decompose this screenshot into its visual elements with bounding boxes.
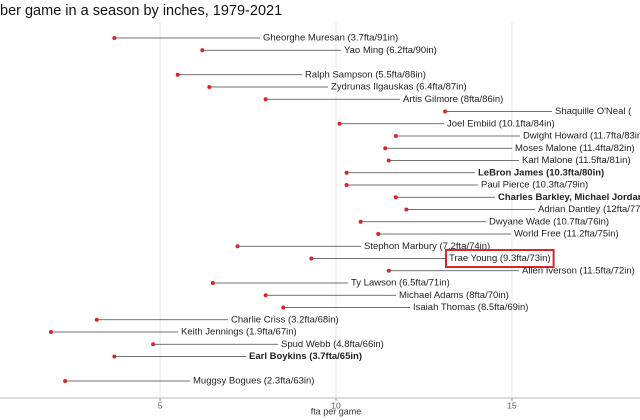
point bbox=[151, 342, 156, 347]
point-label: Keith Jennings (1.9fta/67in) bbox=[181, 327, 297, 338]
point-label: Stephon Marbury (7.2fta/74in) bbox=[364, 241, 490, 252]
point-label: Shaquille O'Neal ( bbox=[555, 106, 632, 117]
point-label: Zydrunas Ilgauskas (6.4fta/87in) bbox=[331, 82, 467, 93]
point bbox=[386, 158, 391, 163]
chart-title: ber game in a season by inches, 1979-202… bbox=[0, 3, 282, 19]
point-label: Allen Iverson (11.5fta/72in) bbox=[522, 265, 635, 276]
point-label: Gheorghe Muresan (3.7fta/91in) bbox=[263, 33, 398, 44]
point-label: Dwyane Wade (10.7fta/76in) bbox=[489, 216, 609, 227]
plot-area bbox=[0, 22, 640, 398]
point bbox=[337, 121, 342, 126]
point bbox=[263, 97, 268, 102]
point bbox=[112, 36, 117, 40]
point-label: Earl Boykins (3.7fta/65in) bbox=[249, 351, 362, 362]
point-label: Ty Lawson (6.5fta/71in) bbox=[351, 278, 450, 289]
point-label: Trae Young (9.3fta/73in) bbox=[449, 253, 551, 264]
point bbox=[443, 109, 448, 114]
point-label: Adrian Dantley (12fta/77in bbox=[538, 204, 640, 215]
point bbox=[386, 268, 391, 273]
point bbox=[200, 48, 205, 53]
point bbox=[383, 146, 388, 151]
point bbox=[94, 317, 99, 322]
point bbox=[207, 85, 212, 89]
point-label: Karl Malone (11.5fta/81in) bbox=[522, 155, 631, 166]
point bbox=[210, 281, 215, 285]
point-label: Dwight Howard (11.7fta/83in) bbox=[523, 131, 640, 142]
x-tick-label: 15 bbox=[507, 400, 517, 410]
point bbox=[112, 354, 117, 359]
x-tick-label: 5 bbox=[158, 400, 163, 410]
point bbox=[344, 183, 349, 187]
point-label: Michael Adams (8fta/70in) bbox=[399, 290, 509, 301]
point-label: World Free (11.2fta/75in) bbox=[514, 229, 619, 240]
point-label: Charlie Criss (3.2fta/68in) bbox=[231, 314, 339, 325]
point-label: Paul Pierce (10.3fta/79in) bbox=[481, 180, 588, 191]
point-label: Isaiah Thomas (8.5fta/69in) bbox=[413, 302, 528, 313]
point bbox=[404, 207, 409, 212]
point bbox=[281, 305, 286, 310]
point-label: Yao Ming (6.2fta/90in) bbox=[344, 45, 437, 56]
x-tick-label: 10 bbox=[331, 400, 341, 410]
point bbox=[358, 219, 363, 224]
point-label: Spud Webb (4.8fta/66in) bbox=[281, 339, 384, 350]
point-label: LeBron James (10.3fta/80in) bbox=[478, 167, 604, 178]
point bbox=[175, 72, 180, 77]
point bbox=[344, 170, 349, 175]
point-label: Muggsy Bogues (2.3fta/63in) bbox=[193, 376, 314, 387]
point-label: Moses Malone (11.4fta/82in) bbox=[515, 143, 635, 154]
point bbox=[393, 195, 398, 200]
x-axis-title: fta per game bbox=[311, 406, 362, 416]
point-label: Ralph Sampson (5.5fta/88in) bbox=[305, 69, 426, 80]
point bbox=[393, 134, 398, 138]
point bbox=[63, 379, 68, 383]
point-label: Charles Barkley, Michael Jordan (11 bbox=[498, 192, 640, 203]
highlight-box bbox=[445, 249, 555, 269]
point bbox=[309, 256, 314, 261]
point-label: Joel Embiid (10.1fta/84in) bbox=[447, 118, 555, 129]
point bbox=[49, 330, 54, 334]
point bbox=[235, 244, 240, 249]
point bbox=[263, 293, 268, 298]
point bbox=[376, 232, 381, 236]
point-label: Artis Gilmore (8fta/86in) bbox=[403, 94, 503, 105]
